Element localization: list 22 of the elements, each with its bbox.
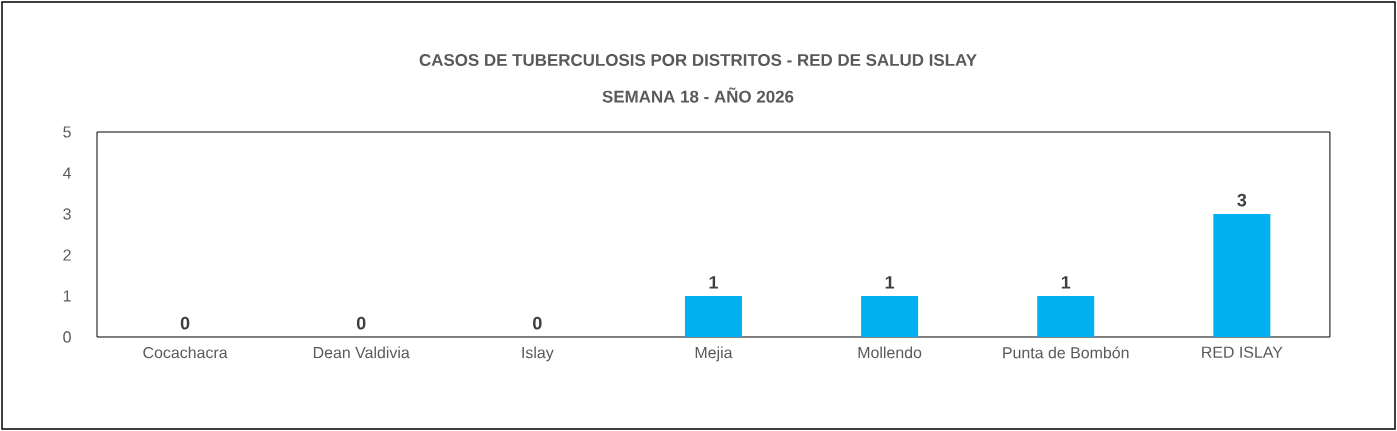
data-label: 1	[1061, 276, 1071, 289]
y-tick-label: 1	[63, 290, 71, 302]
chart-subtitle: SEMANA 18 - AÑO 2026	[602, 87, 794, 103]
y-tick-label: 4	[62, 167, 72, 179]
data-label: 1	[709, 276, 718, 289]
data-label: 0	[533, 316, 542, 330]
y-tick-label: 2	[63, 249, 71, 261]
data-label: 3	[1237, 193, 1247, 207]
x-tick-label: Mollendo	[858, 346, 922, 359]
data-label: 0	[180, 316, 190, 330]
x-tick-label: Punta de Bombón	[1003, 346, 1129, 359]
chart-title: CASOS DE TUBERCULOSIS POR DISTRITOS - RED DE SALUD ISLAY	[419, 54, 977, 66]
data-label: 1	[885, 276, 895, 289]
x-tick-label: Islay	[522, 346, 554, 362]
y-tick-label: 0	[63, 331, 71, 343]
data-label: 0	[356, 316, 366, 330]
y-tick-label: 3	[63, 208, 71, 220]
x-tick-label: RED ISLAY	[1202, 346, 1283, 358]
x-tick-label: Dean Valdivia	[313, 346, 410, 359]
x-tick-label: Mejia	[695, 346, 733, 362]
y-tick-label: 5	[63, 126, 71, 138]
x-tick-label: Cocachacra	[143, 346, 228, 359]
